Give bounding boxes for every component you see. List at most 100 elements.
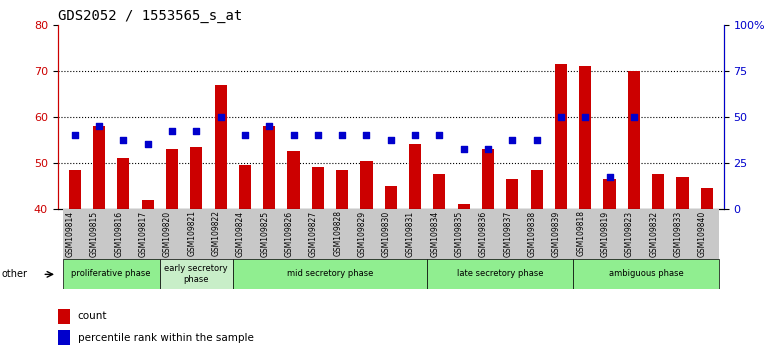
Text: other: other bbox=[2, 269, 28, 279]
Point bbox=[190, 128, 203, 133]
Bar bbox=[701, 188, 713, 354]
Point bbox=[701, 224, 713, 230]
Text: GSM109838: GSM109838 bbox=[527, 210, 537, 257]
FancyBboxPatch shape bbox=[573, 209, 598, 260]
Text: GSM109824: GSM109824 bbox=[236, 210, 245, 257]
Text: GSM109814: GSM109814 bbox=[65, 210, 75, 257]
Bar bbox=[58, 309, 70, 324]
Bar bbox=[117, 158, 129, 354]
Text: GSM109836: GSM109836 bbox=[479, 210, 488, 257]
FancyBboxPatch shape bbox=[524, 209, 549, 260]
Bar bbox=[579, 66, 591, 354]
Bar bbox=[482, 149, 494, 354]
Text: GSM109816: GSM109816 bbox=[115, 210, 123, 257]
Point bbox=[482, 146, 494, 152]
FancyBboxPatch shape bbox=[330, 209, 354, 260]
Bar bbox=[287, 152, 300, 354]
FancyBboxPatch shape bbox=[62, 209, 87, 260]
Point bbox=[93, 123, 105, 129]
Point bbox=[117, 137, 129, 143]
Point bbox=[239, 132, 251, 138]
Bar bbox=[434, 175, 446, 354]
FancyBboxPatch shape bbox=[598, 209, 621, 260]
FancyBboxPatch shape bbox=[160, 259, 233, 289]
Text: count: count bbox=[78, 311, 107, 321]
Text: proliferative phase: proliferative phase bbox=[72, 269, 151, 279]
Bar bbox=[239, 165, 251, 354]
Text: GSM109833: GSM109833 bbox=[674, 210, 682, 257]
Bar bbox=[409, 144, 421, 354]
Bar bbox=[336, 170, 348, 354]
Text: GSM109829: GSM109829 bbox=[357, 210, 367, 257]
Text: late secretory phase: late secretory phase bbox=[457, 269, 544, 279]
Text: GSM109817: GSM109817 bbox=[139, 210, 148, 257]
FancyBboxPatch shape bbox=[257, 209, 281, 260]
Text: GSM109821: GSM109821 bbox=[187, 210, 196, 256]
Text: percentile rank within the sample: percentile rank within the sample bbox=[78, 332, 253, 343]
FancyBboxPatch shape bbox=[87, 209, 111, 260]
FancyBboxPatch shape bbox=[476, 209, 501, 260]
FancyBboxPatch shape bbox=[403, 209, 427, 260]
Point bbox=[628, 114, 640, 120]
Point bbox=[69, 132, 81, 138]
Point bbox=[360, 132, 373, 138]
FancyBboxPatch shape bbox=[233, 259, 427, 289]
Text: GSM109835: GSM109835 bbox=[455, 210, 464, 257]
Bar bbox=[676, 177, 688, 354]
Bar bbox=[263, 126, 276, 354]
Point bbox=[142, 142, 154, 147]
Point bbox=[652, 215, 665, 221]
Bar bbox=[166, 149, 178, 354]
Bar bbox=[215, 85, 226, 354]
Point bbox=[287, 132, 300, 138]
Bar bbox=[652, 175, 665, 354]
Text: GSM109815: GSM109815 bbox=[90, 210, 99, 257]
Bar bbox=[312, 167, 324, 354]
Text: GSM109818: GSM109818 bbox=[576, 210, 585, 256]
FancyBboxPatch shape bbox=[573, 259, 719, 289]
FancyBboxPatch shape bbox=[621, 209, 646, 260]
Text: GSM109840: GSM109840 bbox=[698, 210, 707, 257]
Bar bbox=[531, 170, 543, 354]
Text: mid secretory phase: mid secretory phase bbox=[286, 269, 373, 279]
FancyBboxPatch shape bbox=[136, 209, 160, 260]
Text: GSM109831: GSM109831 bbox=[406, 210, 415, 257]
FancyBboxPatch shape bbox=[500, 209, 524, 260]
Point bbox=[579, 114, 591, 120]
FancyBboxPatch shape bbox=[451, 209, 476, 260]
FancyBboxPatch shape bbox=[281, 209, 306, 260]
Bar bbox=[58, 330, 70, 345]
Point bbox=[409, 132, 421, 138]
Bar bbox=[360, 161, 373, 354]
Text: GSM109825: GSM109825 bbox=[260, 210, 269, 257]
FancyBboxPatch shape bbox=[160, 209, 184, 260]
Text: GSM109823: GSM109823 bbox=[625, 210, 634, 257]
Text: ambiguous phase: ambiguous phase bbox=[608, 269, 684, 279]
Text: GSM109820: GSM109820 bbox=[163, 210, 172, 257]
Bar bbox=[69, 170, 81, 354]
FancyBboxPatch shape bbox=[111, 209, 136, 260]
Text: GSM109832: GSM109832 bbox=[649, 210, 658, 257]
Point bbox=[554, 114, 567, 120]
Point bbox=[531, 137, 543, 143]
Point bbox=[434, 132, 446, 138]
Text: GSM109822: GSM109822 bbox=[212, 210, 221, 256]
FancyBboxPatch shape bbox=[695, 209, 719, 260]
FancyBboxPatch shape bbox=[306, 209, 330, 260]
Point bbox=[604, 174, 616, 179]
FancyBboxPatch shape bbox=[549, 209, 573, 260]
Text: GSM109827: GSM109827 bbox=[309, 210, 318, 257]
Bar bbox=[385, 186, 397, 354]
Point bbox=[263, 123, 276, 129]
FancyBboxPatch shape bbox=[379, 209, 403, 260]
Text: GSM109834: GSM109834 bbox=[430, 210, 440, 257]
Point bbox=[336, 132, 348, 138]
FancyBboxPatch shape bbox=[646, 209, 671, 260]
Bar bbox=[506, 179, 518, 354]
FancyBboxPatch shape bbox=[62, 259, 160, 289]
Bar bbox=[457, 204, 470, 354]
Text: GSM109826: GSM109826 bbox=[285, 210, 293, 257]
FancyBboxPatch shape bbox=[354, 209, 379, 260]
Text: GSM109819: GSM109819 bbox=[601, 210, 610, 257]
FancyBboxPatch shape bbox=[427, 209, 451, 260]
